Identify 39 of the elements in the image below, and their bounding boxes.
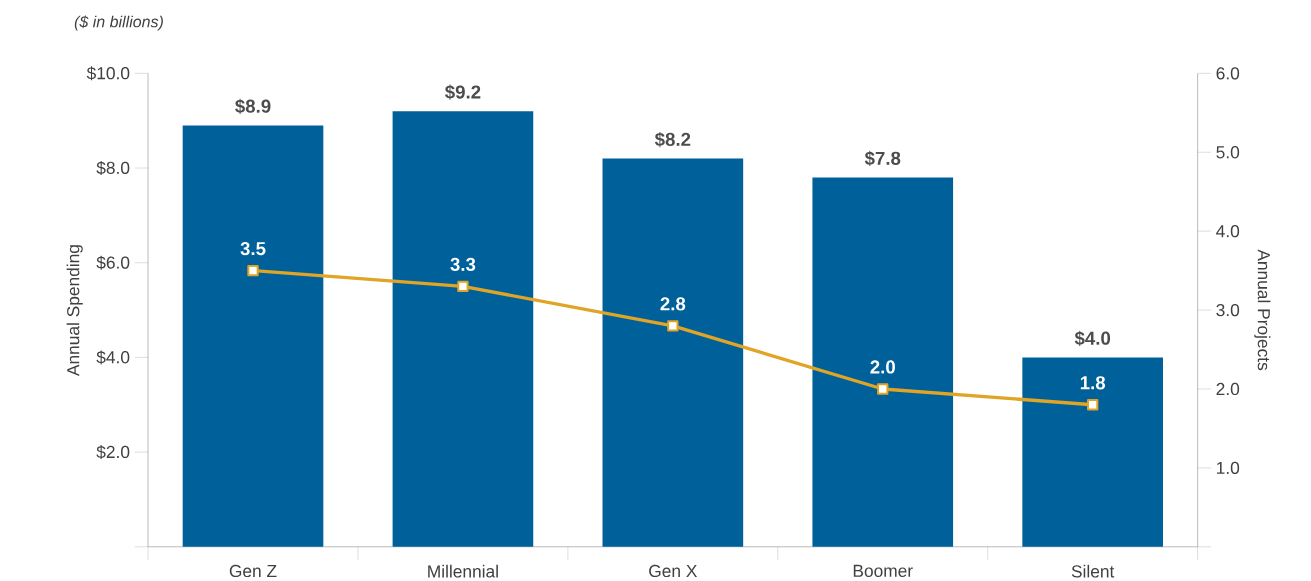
point [877, 383, 889, 395]
x-tick-label: Silent [1071, 564, 1115, 578]
bar [182, 125, 324, 547]
point [457, 280, 469, 292]
y2-tick-label: 4.0 [1216, 224, 1240, 238]
point [247, 264, 259, 277]
y2-tick-label: 1.0 [1217, 461, 1240, 474]
y-tick-label: $8.0 [96, 160, 130, 175]
x-tick-label: Millennial [428, 564, 498, 578]
data-label: $7.8 [864, 150, 901, 166]
data-label: $8.2 [654, 131, 691, 147]
y-tick-label: $10.0 [86, 66, 130, 81]
x-tick-label: Boomer [853, 564, 913, 577]
y2-axis-title: Annual Projects [1254, 249, 1271, 370]
data-label: $9.2 [445, 84, 481, 100]
y-tick-label: $2.0 [96, 444, 130, 459]
data-label: 2.0 [870, 360, 895, 374]
bar [392, 110, 534, 547]
bar [1022, 357, 1163, 547]
data-label: $4.0 [1074, 330, 1111, 346]
text: ($ in billions) [74, 15, 163, 31]
y2-tick-label: 2.0 [1216, 382, 1240, 395]
data-label: 3.3 [450, 257, 476, 271]
bar [602, 158, 744, 547]
bar [812, 177, 954, 547]
data-label: 1.8 [1080, 375, 1106, 390]
y2-tick-label: 6.0 [1216, 66, 1240, 80]
y2-tick-label: 5.0 [1216, 145, 1240, 159]
data-label: 2.8 [660, 297, 686, 311]
x-tick-label: Gen Z [229, 564, 277, 577]
data-label: $8.9 [235, 98, 271, 114]
point [667, 319, 679, 332]
y-tick-label: $6.0 [96, 255, 130, 270]
y2-tick-label: 3.0 [1216, 303, 1240, 316]
point [1087, 398, 1099, 411]
y-tick-label: $4.0 [96, 350, 130, 365]
data-label: 3.5 [240, 241, 266, 255]
y-axis-title: Annual Spending [66, 244, 83, 376]
x-tick-label: Gen X [649, 564, 698, 577]
